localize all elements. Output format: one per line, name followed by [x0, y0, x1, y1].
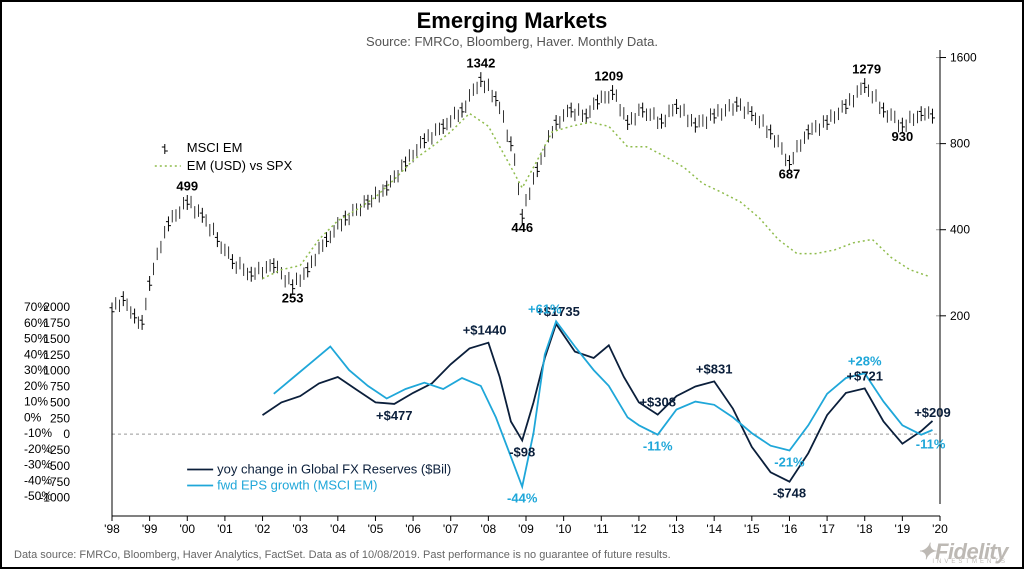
- svg-text:-1000: -1000: [39, 491, 70, 505]
- svg-text:'99: '99: [142, 522, 158, 536]
- svg-text:1209: 1209: [594, 68, 623, 83]
- svg-text:-$98: -$98: [509, 444, 535, 459]
- series-em-vs-spx: [263, 113, 929, 278]
- svg-text:-250: -250: [46, 443, 70, 457]
- svg-text:EM (USD) vs SPX: EM (USD) vs SPX: [187, 158, 293, 173]
- svg-text:+$721: +$721: [846, 368, 883, 383]
- svg-text:+$308: +$308: [639, 395, 676, 410]
- svg-text:'20: '20: [932, 522, 948, 536]
- svg-text:-10%: -10%: [24, 426, 52, 440]
- svg-text:'10: '10: [556, 522, 572, 536]
- chart-svg: 2004008001600-50%-40%-30%-20%-10%0%10%20…: [76, 36, 976, 530]
- svg-text:687: 687: [779, 167, 801, 182]
- svg-text:500: 500: [50, 395, 70, 409]
- svg-text:+$1440: +$1440: [463, 323, 507, 338]
- svg-text:+$831: +$831: [696, 361, 733, 376]
- svg-text:-11%: -11%: [643, 439, 673, 454]
- svg-text:+28%: +28%: [848, 353, 882, 368]
- svg-text:499: 499: [176, 178, 198, 193]
- svg-text:yoy change in Global FX Reserv: yoy change in Global FX Reserves ($Bil): [217, 462, 451, 477]
- series-msci: [110, 72, 935, 330]
- svg-text:250: 250: [50, 411, 70, 425]
- chart-container: Emerging Markets Source: FMRCo, Bloomber…: [0, 0, 1024, 569]
- svg-text:'09: '09: [518, 522, 534, 536]
- svg-text:'05: '05: [368, 522, 384, 536]
- svg-text:+$209: +$209: [914, 405, 951, 420]
- svg-text:'06: '06: [405, 522, 421, 536]
- svg-text:1342: 1342: [466, 55, 495, 70]
- svg-text:+$477: +$477: [376, 408, 413, 423]
- svg-text:'14: '14: [706, 522, 722, 536]
- chart-title: Emerging Markets: [2, 8, 1022, 34]
- svg-text:20%: 20%: [24, 379, 48, 393]
- svg-text:-$748: -$748: [773, 486, 806, 501]
- svg-text:MSCI EM: MSCI EM: [187, 140, 243, 155]
- svg-text:'19: '19: [895, 522, 911, 536]
- svg-text:1250: 1250: [43, 348, 70, 362]
- svg-text:'16: '16: [782, 522, 798, 536]
- svg-text:750: 750: [50, 380, 70, 394]
- svg-text:fwd EPS growth (MSCI EM): fwd EPS growth (MSCI EM): [217, 478, 377, 493]
- svg-text:'00: '00: [179, 522, 195, 536]
- svg-text:+61%: +61%: [528, 301, 562, 316]
- svg-text:'17: '17: [819, 522, 835, 536]
- svg-text:400: 400: [950, 223, 970, 237]
- svg-text:10%: 10%: [24, 395, 48, 409]
- svg-text:2000: 2000: [43, 300, 70, 314]
- svg-text:-21%: -21%: [774, 454, 805, 469]
- svg-text:-750: -750: [46, 475, 70, 489]
- svg-text:'98: '98: [104, 522, 120, 536]
- svg-text:1279: 1279: [852, 61, 881, 76]
- brand-subtext: INVESTMENTS: [932, 559, 1008, 565]
- svg-text:'07: '07: [443, 522, 459, 536]
- svg-text:'13: '13: [669, 522, 685, 536]
- svg-text:'02: '02: [255, 522, 271, 536]
- svg-text:'15: '15: [744, 522, 760, 536]
- svg-text:1500: 1500: [43, 332, 70, 346]
- svg-text:253: 253: [282, 291, 304, 306]
- svg-text:'12: '12: [631, 522, 647, 536]
- svg-text:0%: 0%: [24, 410, 42, 424]
- svg-text:930: 930: [892, 129, 914, 144]
- svg-text:0: 0: [63, 427, 70, 441]
- svg-text:200: 200: [950, 309, 970, 323]
- svg-text:800: 800: [950, 137, 970, 151]
- series-fx-reserves: [263, 324, 933, 482]
- svg-text:446: 446: [511, 220, 533, 235]
- svg-text:1750: 1750: [43, 316, 70, 330]
- svg-text:'18: '18: [857, 522, 873, 536]
- plot-area: 2004008001600-50%-40%-30%-20%-10%0%10%20…: [76, 36, 976, 530]
- svg-text:-500: -500: [46, 459, 70, 473]
- svg-text:'08: '08: [481, 522, 497, 536]
- data-source-footer: Data source: FMRCo, Bloomberg, Haver Ana…: [14, 549, 671, 561]
- svg-text:'04: '04: [330, 522, 346, 536]
- svg-text:1000: 1000: [43, 364, 70, 378]
- svg-text:-11%: -11%: [916, 437, 946, 452]
- svg-text:'11: '11: [594, 522, 609, 536]
- svg-text:1600: 1600: [950, 51, 977, 65]
- svg-text:-44%: -44%: [507, 491, 538, 506]
- svg-text:'03: '03: [292, 522, 308, 536]
- svg-text:'01: '01: [217, 522, 233, 536]
